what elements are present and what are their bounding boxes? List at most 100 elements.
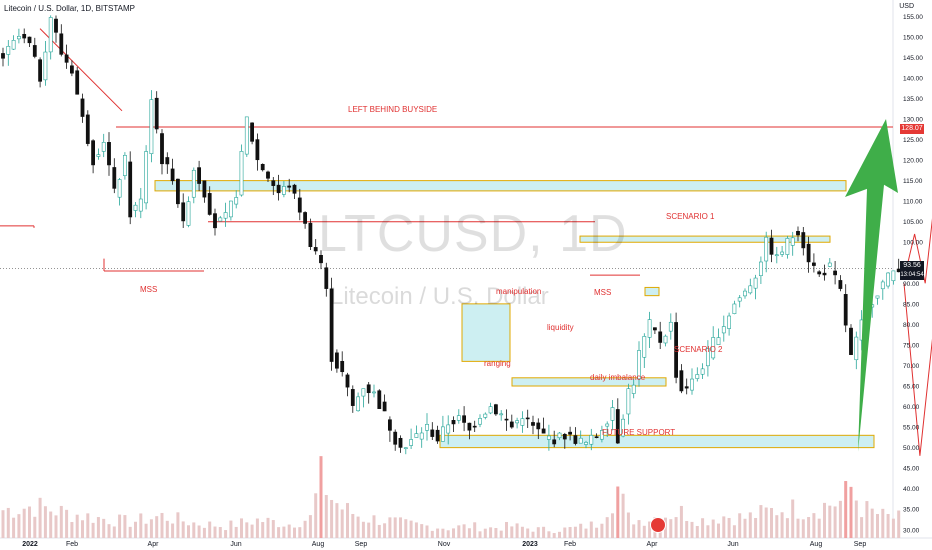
volume-bar — [314, 493, 318, 538]
volume-bar — [102, 518, 106, 538]
volume-bar — [690, 521, 694, 538]
volume-bar — [807, 517, 811, 538]
volume-bar — [446, 530, 450, 538]
candle-body — [6, 45, 11, 55]
time-tick-label: 2022 — [22, 541, 38, 548]
candle-body — [743, 290, 747, 297]
volume-bar — [404, 519, 408, 538]
bullish-arrow — [845, 119, 898, 452]
candle-body — [191, 169, 196, 198]
annotation-scenario-2: SCENARIO 2 — [674, 345, 723, 354]
volume-bar — [266, 517, 270, 538]
annotation-liquidity: liquidity — [547, 323, 574, 332]
candle-body — [891, 270, 896, 282]
candle-body — [255, 139, 260, 161]
candle-body — [647, 319, 652, 338]
candle-body — [419, 432, 424, 440]
volume-bar — [308, 515, 312, 538]
volume-bar — [1, 510, 5, 538]
volume-bar — [584, 528, 588, 538]
candle-body — [467, 422, 472, 431]
price-tick-label: 105.00 — [903, 219, 923, 226]
candle-body — [732, 303, 737, 314]
volume-bar — [722, 516, 726, 538]
price-tick-label: 140.00 — [903, 75, 923, 82]
volume-bar — [414, 522, 418, 538]
volume-bar — [213, 526, 217, 538]
candle-body — [520, 418, 525, 426]
volume-bar — [526, 528, 530, 538]
volume-bar — [515, 523, 519, 538]
volume-bar — [489, 527, 493, 538]
volume-bar — [568, 526, 572, 538]
volume-bar — [891, 518, 895, 538]
volume-bar — [626, 512, 630, 538]
annotation-scenario-1: SCENARIO 1 — [666, 212, 715, 221]
volume-bar — [112, 526, 116, 538]
candle-body — [568, 431, 573, 435]
volume-bar — [706, 525, 710, 538]
candle-body — [499, 413, 504, 416]
candle-body — [319, 254, 323, 264]
candle-body — [350, 389, 355, 406]
volume-bar — [181, 521, 185, 538]
candle-body — [85, 114, 90, 144]
candle-body — [509, 421, 514, 428]
candle-body — [112, 167, 117, 189]
candle-body — [584, 441, 588, 445]
price-tick-label: 60.00 — [903, 404, 920, 411]
candle-body — [165, 157, 170, 165]
scenario2-path — [903, 283, 932, 456]
candle-body — [398, 437, 403, 448]
time-tick-label: Jun — [230, 541, 241, 548]
price-tick-label: 100.00 — [903, 240, 923, 247]
candle-body — [308, 222, 313, 247]
volume-bar — [197, 525, 201, 538]
price-tick-label: 125.00 — [903, 137, 923, 144]
candle-body — [637, 350, 641, 380]
candle-body — [679, 370, 684, 392]
candle-body — [425, 424, 429, 431]
candle-body — [478, 418, 482, 425]
candle-body — [377, 390, 382, 409]
candle-body — [38, 59, 43, 82]
volume-bar — [558, 531, 561, 538]
candle-body — [70, 65, 74, 74]
price-tick-label: 80.00 — [903, 322, 920, 329]
candle-body — [329, 288, 334, 362]
candle-body — [493, 404, 498, 415]
volume-bar — [727, 517, 731, 538]
candle-body — [202, 180, 207, 198]
us-flag-icon[interactable] — [650, 517, 666, 533]
candle-body — [22, 33, 27, 39]
candle-body — [849, 327, 853, 355]
volume-bar — [160, 512, 164, 538]
volume-bar — [685, 520, 689, 538]
time-tick-label: Feb — [66, 541, 78, 548]
candle-body — [854, 336, 859, 361]
price-tick-label: 130.00 — [903, 117, 923, 124]
chart-title: Litecoin / U.S. Dollar, 1D, BITSTAMP — [4, 4, 136, 13]
time-tick-label: 2023 — [522, 541, 538, 548]
imbalance-zone — [511, 377, 667, 387]
candle-body — [154, 97, 159, 130]
price-tick-label: 70.00 — [903, 363, 920, 370]
candle-body — [764, 236, 769, 262]
volume-bar — [229, 520, 233, 538]
volume-bar — [187, 525, 190, 538]
volume-bar — [393, 517, 397, 538]
volume-bar — [70, 522, 74, 538]
candle-body — [32, 45, 37, 57]
candle-body — [414, 433, 419, 438]
candle-body — [488, 406, 493, 414]
annotation-mss-right: MSS — [594, 288, 612, 297]
volume-bar — [838, 500, 842, 538]
volume-bar — [388, 517, 392, 538]
volume-bar — [711, 519, 715, 538]
volume-bar — [510, 526, 514, 538]
volume-bar — [457, 525, 461, 538]
volume-bar — [49, 511, 53, 538]
volume-bar — [467, 528, 471, 538]
candle-body — [181, 202, 186, 222]
